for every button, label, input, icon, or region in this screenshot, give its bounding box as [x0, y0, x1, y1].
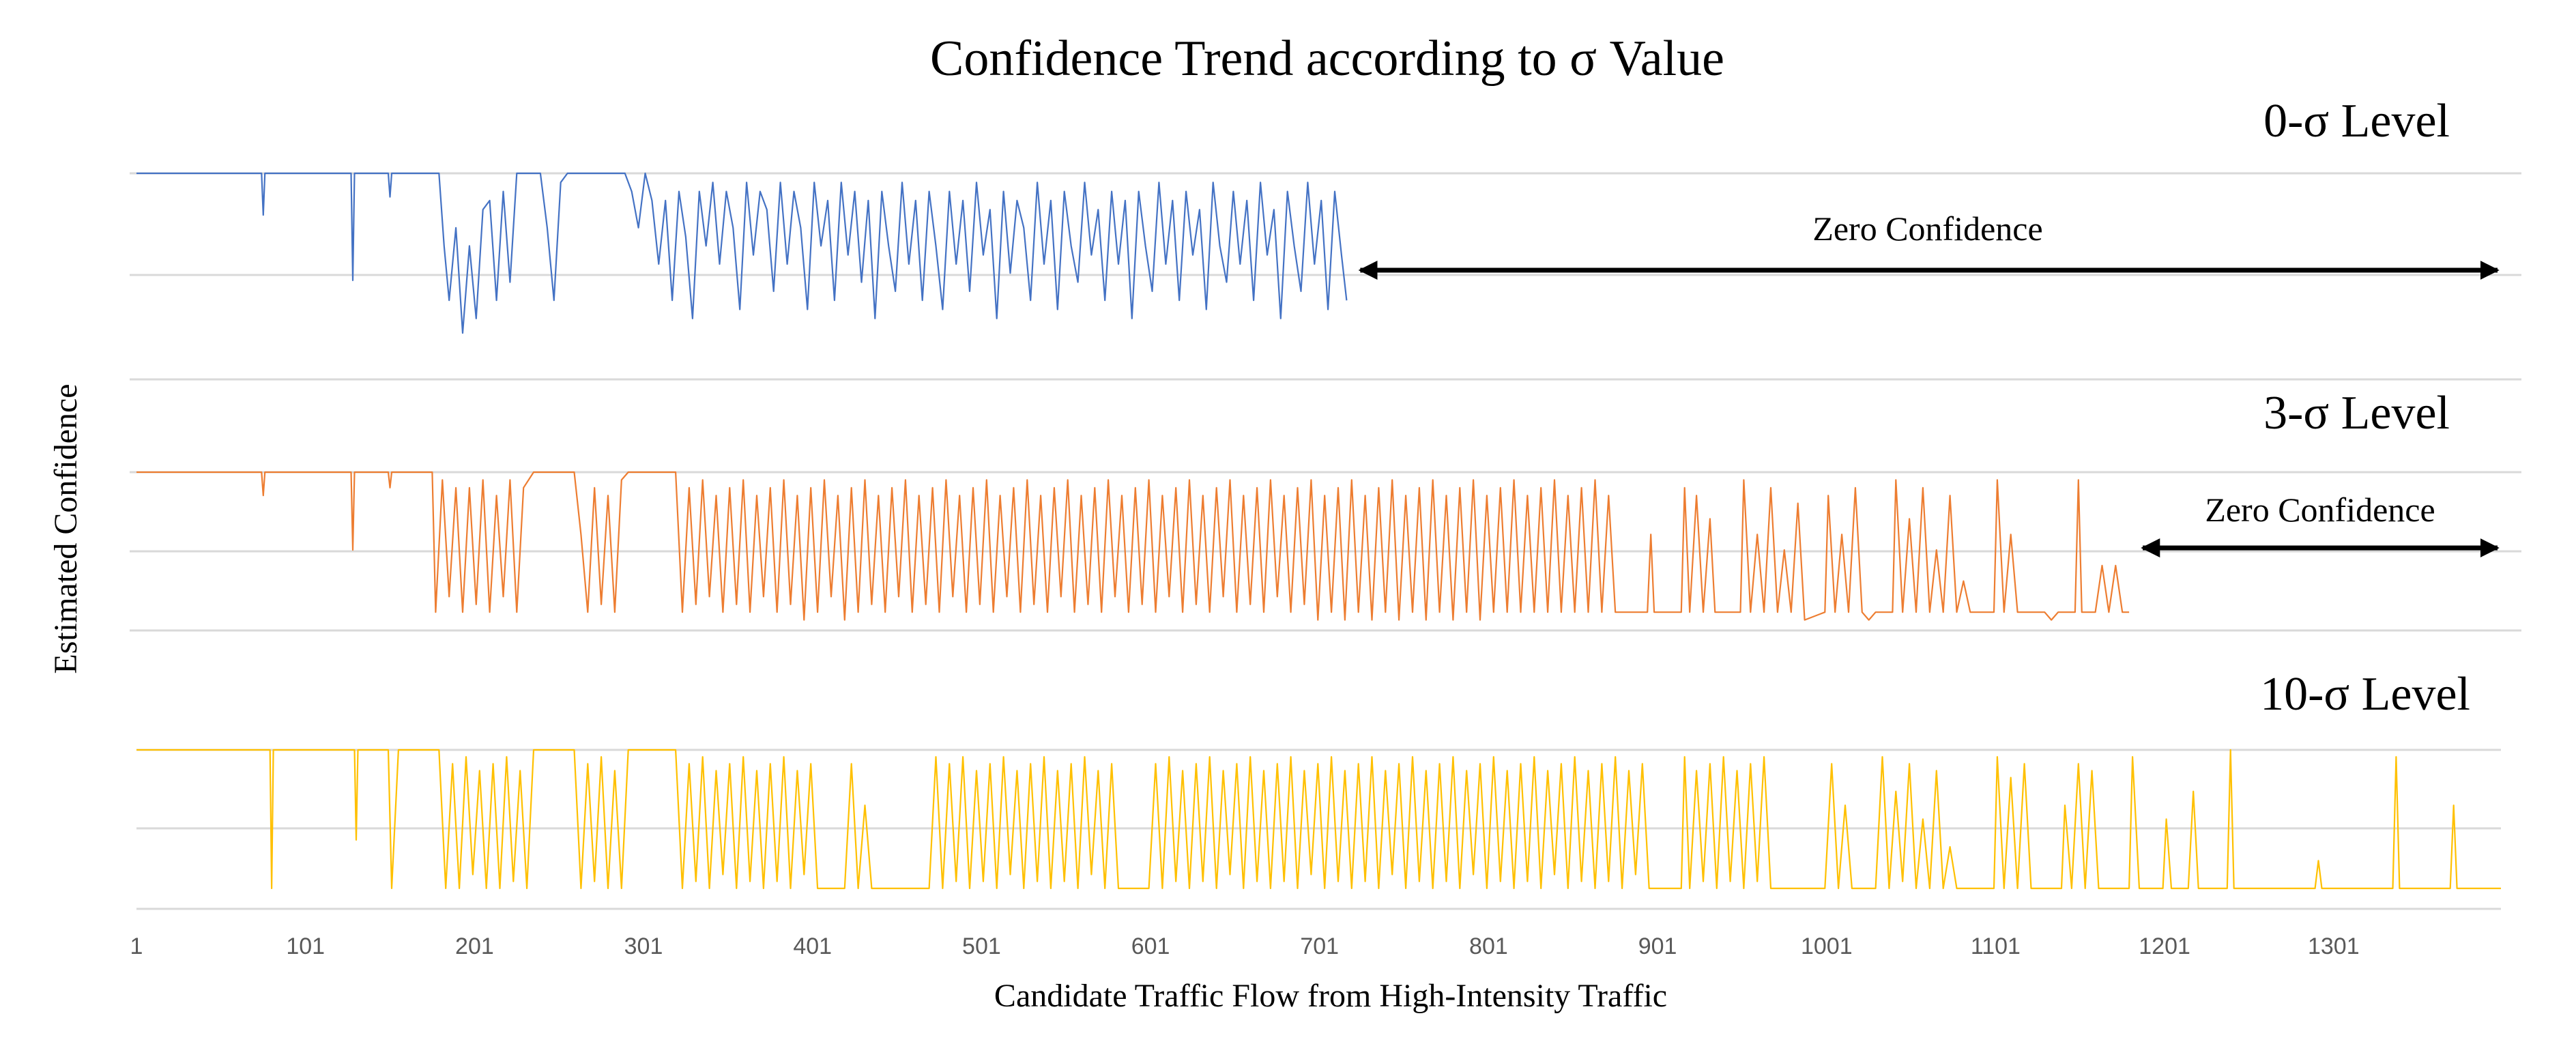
x-tick-label: 1301: [2308, 933, 2360, 959]
series-line-10-sigma: [136, 749, 2501, 890]
panel-0-sigma: 0-σ Level Zero Confidence: [130, 95, 2521, 381]
x-axis-label: Candidate Traffic Flow from High-Intensi…: [994, 978, 1667, 1014]
x-tick-label: 1201: [2139, 933, 2190, 959]
x-tick-label: 1001: [1801, 933, 1853, 959]
series-line-3-sigma: [136, 471, 2130, 621]
panel-10-sigma: 10-σ Level: [136, 668, 2501, 910]
series-label-0-sigma: 0-σ Level: [2263, 95, 2450, 147]
series-line-0-sigma: [136, 172, 1348, 334]
x-tick-label: 601: [1131, 933, 1170, 959]
panel-3-sigma: 3-σ Level Zero Confidence: [130, 387, 2521, 632]
x-tick-label: 1101: [1971, 933, 2021, 959]
x-tick-label: 301: [624, 933, 663, 959]
x-axis-ticks: 1 101 201 301 401 501 601 701 801 901 1001 1101 1201…: [130, 933, 2360, 959]
zero-confidence-label-3-sigma: Zero Confidence: [2205, 491, 2435, 529]
x-tick-label: 801: [1469, 933, 1508, 959]
zero-confidence-label-0-sigma: Zero Confidence: [1812, 209, 2042, 248]
series-label-10-sigma: 10-σ Level: [2260, 668, 2470, 721]
x-tick-label: 701: [1300, 933, 1339, 959]
x-tick-label: 501: [962, 933, 1001, 959]
y-axis-label: Estimated Confidence: [48, 383, 84, 673]
x-tick-label: 901: [1638, 933, 1677, 959]
x-tick-label: 201: [455, 933, 494, 959]
x-tick-label: 101: [286, 933, 325, 959]
x-tick-label: 401: [793, 933, 832, 959]
x-tick-label: 1: [130, 933, 143, 959]
series-label-3-sigma: 3-σ Level: [2263, 387, 2450, 439]
chart-title: Confidence Trend according to σ Value: [930, 31, 1724, 87]
